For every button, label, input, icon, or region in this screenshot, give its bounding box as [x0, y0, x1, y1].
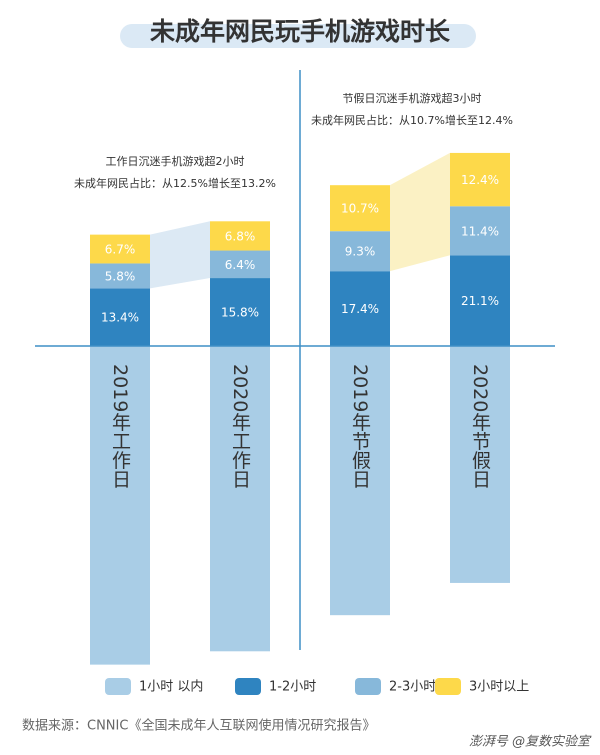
category-label: 2020年节假日	[469, 364, 491, 488]
connector	[390, 152, 450, 272]
data-label: 13.4%	[101, 311, 139, 325]
data-label: 11.4%	[461, 224, 499, 238]
bar-segment	[90, 346, 150, 665]
data-label: 17.4%	[341, 302, 379, 316]
legend-label: 1-2小时	[269, 680, 316, 695]
data-label: 9.3%	[345, 245, 376, 259]
data-label: 15.8%	[221, 306, 259, 320]
bar-segment	[330, 346, 390, 616]
data-label: 12.4%	[461, 173, 499, 187]
data-label: 6.4%	[225, 258, 256, 272]
bar-segment	[210, 221, 270, 251]
bar-segment	[330, 231, 390, 272]
data-label: 21.1%	[461, 294, 499, 308]
connector	[150, 221, 210, 289]
bar-segment	[450, 206, 510, 256]
bar-segment	[90, 234, 150, 264]
bar-segment	[90, 263, 150, 289]
source: 数据来源：CNNIC《全国未成年人互联网使用情况研究报告》	[22, 718, 375, 734]
legend-swatch	[355, 678, 381, 695]
annotation: 未成年网民占比：从10.7%增长至12.4%	[311, 113, 513, 127]
bar-segment	[210, 278, 270, 346]
chart-title: 未成年网民玩手机游戏时长	[150, 17, 451, 46]
bar-segment	[450, 255, 510, 346]
legend-label: 2-3小时	[389, 680, 436, 695]
bar-segment	[330, 271, 390, 346]
bar-segment	[450, 346, 510, 583]
data-label: 6.8%	[225, 229, 256, 243]
title-highlight	[120, 24, 476, 48]
bar-segment	[210, 250, 270, 279]
data-label: 5.8%	[105, 269, 136, 283]
legend-swatch	[435, 678, 461, 695]
annotation: 未成年网民占比：从12.5%增长至13.2%	[74, 176, 276, 190]
watermark: 澎湃号 @复数实验室	[469, 734, 592, 750]
data-label: 6.7%	[105, 243, 136, 257]
legend-label: 1小时 以内	[139, 679, 203, 695]
category-label: 2020年工作日	[229, 364, 251, 488]
bar-segment	[330, 185, 390, 232]
annotation: 节假日沉迷手机游戏超3小时	[343, 91, 482, 105]
category-label: 2019年工作日	[109, 364, 131, 488]
bar-segment	[210, 346, 270, 652]
annotation: 工作日沉迷手机游戏超2小时	[106, 154, 245, 168]
category-label: 2019年节假日	[349, 364, 371, 488]
bar-segment	[450, 152, 510, 207]
legend-label: 3小时以上	[469, 680, 529, 695]
bar-segment	[90, 288, 150, 346]
data-label: 10.7%	[341, 202, 379, 216]
legend-swatch	[105, 678, 131, 695]
legend-swatch	[235, 678, 261, 695]
